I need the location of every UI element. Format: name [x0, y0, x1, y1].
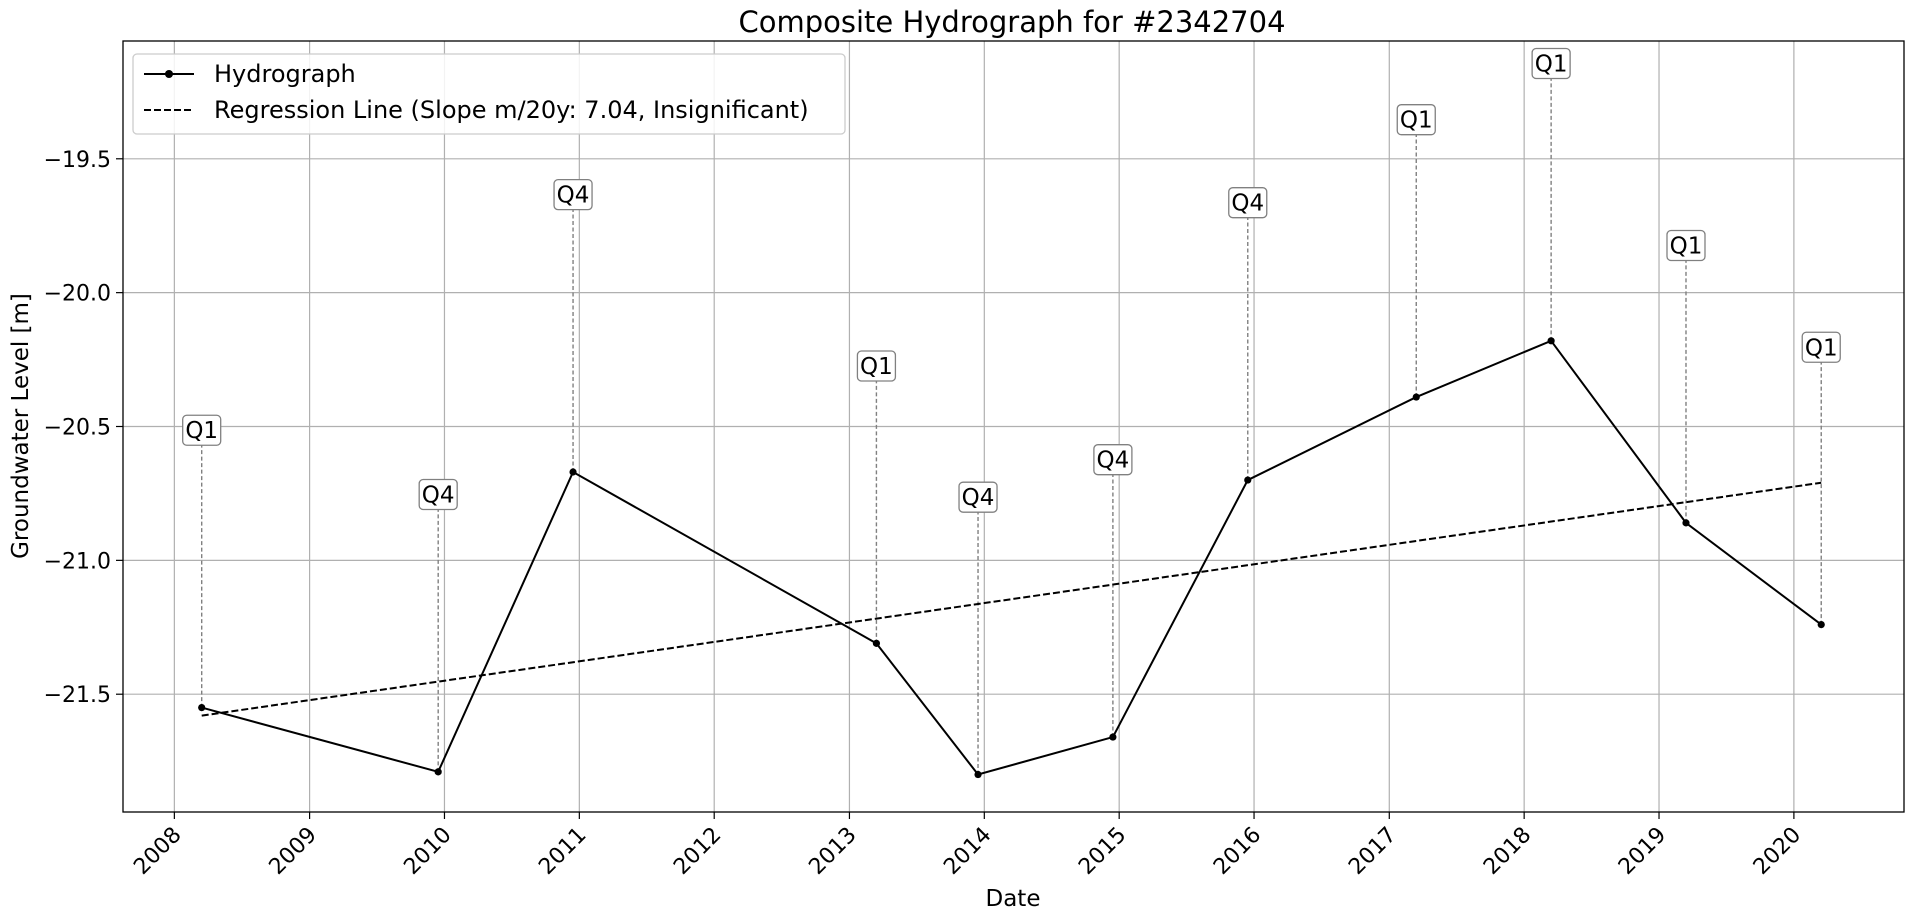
quarter-label-box [1801, 331, 1841, 363]
regression-line [201, 481, 1822, 717]
quarter-label: Q1 [185, 418, 218, 444]
hydrograph-point [569, 468, 577, 476]
quarter-label-box [1093, 444, 1133, 476]
legend-frame [132, 53, 846, 135]
quarter-label: Q4 [557, 183, 590, 209]
hydrograph-point [1412, 393, 1420, 401]
legend-regression-label: Regression Line (Slope m/20y: 7.04, Insi… [214, 96, 809, 124]
quarter-label: Q4 [422, 482, 455, 508]
quarter-label-box [418, 478, 458, 511]
hydrograph-point [434, 768, 442, 776]
quarter-label-box [182, 414, 222, 446]
hydrograph-point [1109, 733, 1117, 741]
hydrograph-point [974, 770, 982, 779]
quarter-label: Q4 [1231, 191, 1264, 217]
legend-hydrograph-label: Hydrograph [214, 60, 356, 88]
hydrograph-point [1817, 621, 1825, 629]
legend-hydrograph-marker-icon [165, 70, 173, 78]
y-tick-label: −19.5 [44, 148, 111, 173]
y-tick-label: −20.5 [44, 416, 111, 441]
quarter-label: Q4 [1097, 448, 1130, 474]
quarter-label-box [1396, 104, 1436, 136]
legend: Hydrograph Regression Line (Slope m/20y:… [132, 53, 846, 135]
quarter-label-box [856, 350, 897, 382]
quarter-label-box [553, 179, 593, 211]
hydrograph-point [872, 639, 881, 647]
quarter-label: Q1 [1805, 335, 1838, 361]
quarter-label: Q1 [860, 354, 893, 380]
hydrograph-point [198, 703, 206, 712]
y-axis-label: Groundwater Level [m] [8, 293, 34, 559]
quarter-label: Q4 [962, 485, 995, 511]
hydrograph-point [1682, 519, 1690, 527]
x-axis-label: Date [986, 886, 1041, 912]
grid-lines [123, 41, 1904, 812]
plot-area: Q1 Q4 Q4 Q1 Q4 Q4 Q4 Q1 Q1 Q1 Q1 [182, 47, 1841, 779]
quarter-label-box [1531, 47, 1571, 80]
quarter-label: Q1 [1535, 51, 1568, 77]
quarter-label: Q1 [1400, 108, 1433, 134]
quarter-label-box [1666, 229, 1706, 262]
hydrograph-point [1547, 337, 1555, 345]
chart-title: Composite Hydrograph for #2342704 [738, 5, 1285, 39]
y-tick-label: −21.0 [44, 549, 111, 574]
quarter-label-box [1228, 187, 1268, 219]
y-tick-label: −20.0 [44, 282, 111, 307]
quarter-label: Q1 [1670, 234, 1703, 260]
hydrograph-point [1244, 476, 1252, 484]
quarter-label-box [958, 481, 998, 513]
y-tick-label: −21.5 [44, 683, 111, 708]
